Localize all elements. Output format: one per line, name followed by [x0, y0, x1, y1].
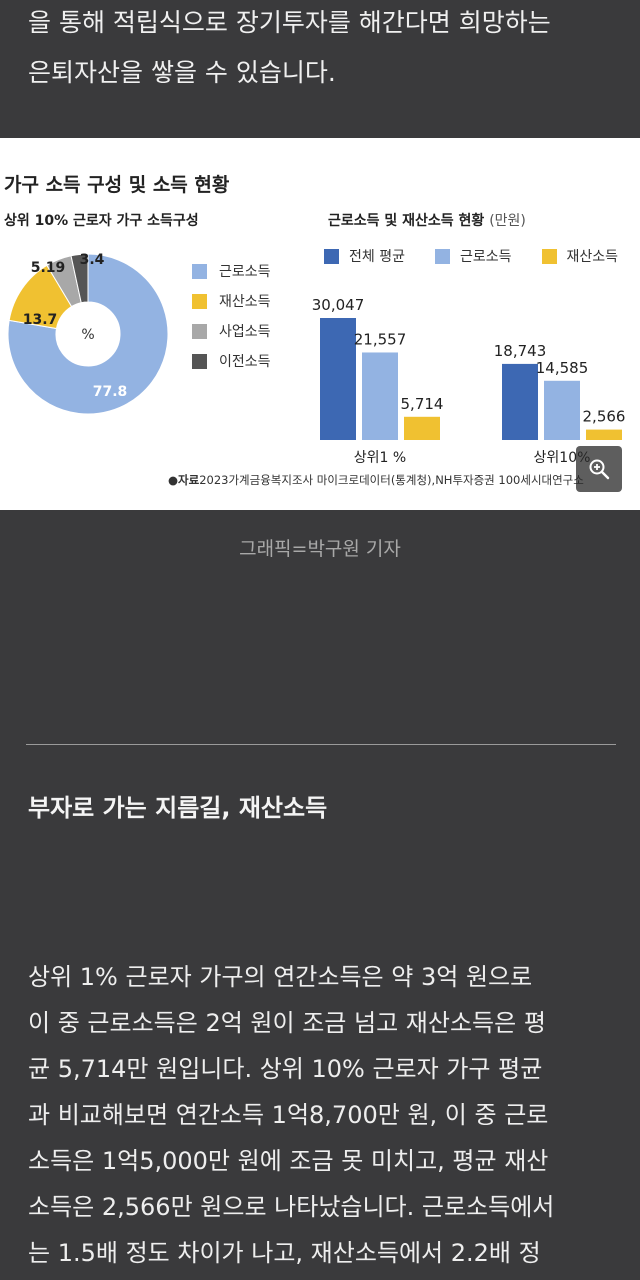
body-paragraph: 상위 1% 근로자 가구의 연간소득은 약 3억 원으로 이 중 근로소득은 2…	[28, 954, 612, 1276]
legend-label: 사업소득	[219, 324, 271, 340]
donut-center-label: %	[81, 327, 94, 343]
legend-swatch	[192, 353, 207, 369]
legend-label: 근로소득	[219, 264, 271, 280]
figure-caption: 그래픽=박구원 기자	[239, 538, 401, 560]
source-text: 2023가계금융복지조사 마이크로데이터(통계청),NH투자증권 100세시대연…	[199, 473, 584, 487]
legend-swatch	[192, 323, 207, 339]
legend-item: 전체 평균	[324, 246, 405, 266]
magnifier-plus-icon	[589, 459, 610, 480]
donut-legend: 근로소득 재산소득 사업소득 이전소득	[192, 256, 271, 376]
bar	[404, 416, 440, 440]
body-line: 이 중 근로소득은 2억 원이 조금 넘고 재산소득은 평	[28, 1009, 546, 1037]
legend-swatch	[434, 248, 450, 264]
body-line: 소득은 1억5,000만 원에 조금 못 미치고, 평균 재산	[28, 1147, 549, 1175]
legend-swatch	[192, 293, 207, 309]
body-line: 상위 1% 근로자 가구의 연간소득은 약 3억 원으로	[28, 963, 533, 991]
legend-label: 이전소득	[219, 354, 271, 370]
bar-value-label: 14,585	[536, 359, 589, 377]
donut-chart-title: 상위 10% 근로자 가구 소득구성	[4, 213, 199, 229]
bar	[502, 363, 538, 440]
legend-swatch	[192, 263, 207, 279]
bar-chart-unit: (만원)	[489, 213, 526, 229]
donut-slice	[7, 253, 169, 415]
bar	[320, 318, 356, 440]
legend-item: 근로소득	[192, 256, 271, 286]
legend-label: 근로소득	[459, 249, 512, 265]
bar	[544, 380, 580, 440]
legend-swatch	[324, 248, 339, 264]
intro-line: 은퇴자산을 쌓을 수 있습니다.	[28, 58, 336, 87]
legend-item: 이전소득	[192, 346, 271, 376]
bar-value-label: 21,557	[354, 330, 407, 348]
bar-category-label: 상위1 %	[354, 450, 406, 466]
bar	[362, 352, 398, 440]
intro-line: 을 통해 적립식으로 장기투자를 해간다면 희망하는	[28, 8, 551, 37]
bar	[586, 429, 622, 440]
bar-value-label: 30,047	[312, 296, 365, 314]
bar-legend: 전체 평균 근로소득 재산소득	[324, 246, 618, 266]
legend-item: 근로소득	[434, 246, 512, 266]
body-line: 는 1.5배 정도 차이가 나고, 재산소득에서 2.2배 정	[28, 1239, 541, 1267]
legend-item: 재산소득	[541, 246, 619, 266]
infographic-figure[interactable]: 가구 소득 구성 및 소득 현황 상위 10% 근로자 가구 소득구성 근로소득…	[0, 138, 640, 510]
donut-value-label: 3.4	[80, 252, 105, 268]
bar-chart-title: 근로소득 및 재산소득 현황 (만원)	[328, 210, 526, 230]
bar-value-label: 18,743	[494, 342, 547, 360]
legend-label: 전체 평균	[349, 249, 405, 265]
donut-value-label: 13.7	[23, 312, 58, 328]
body-line: 과 비교해보면 연간소득 1억8,700만 원, 이 중 근로	[28, 1101, 549, 1129]
body-line: 균 5,714만 원입니다. 상위 10% 근로자 가구 평균	[28, 1055, 543, 1083]
source-note: ●자료2023가계금융복지조사 마이크로데이터(통계청),NH투자증권 100세…	[168, 472, 584, 488]
bar-value-label: 2,566	[583, 408, 626, 426]
zoom-button[interactable]	[576, 446, 622, 492]
section-heading: 부자로 가는 지름길, 재산소득	[28, 794, 328, 822]
source-label: ●자료	[168, 473, 200, 487]
intro-paragraph: 을 통해 적립식으로 장기투자를 해간다면 희망하는 은퇴자산을 쌓을 수 있습…	[28, 0, 618, 98]
body-line: 소득은 2,566만 원으로 나타났습니다. 근로소득에서	[28, 1193, 555, 1221]
bar-value-label: 5,714	[401, 395, 444, 413]
legend-label: 재산소득	[566, 249, 619, 265]
legend-label: 재산소득	[219, 294, 271, 310]
legend-swatch	[541, 248, 557, 264]
section-divider	[26, 744, 616, 745]
bar-chart-title-text: 근로소득 및 재산소득 현황	[328, 213, 485, 229]
donut-value-label: 5.19	[31, 260, 66, 276]
legend-item: 재산소득	[192, 286, 271, 316]
donut-value-label: 77.8	[93, 384, 128, 400]
donut-slice	[70, 253, 89, 304]
legend-item: 사업소득	[192, 316, 271, 346]
figure-title: 가구 소득 구성 및 소득 현황	[4, 174, 230, 196]
donut-chart: % 77.8 13.7 5.19 3.4	[7, 252, 169, 415]
